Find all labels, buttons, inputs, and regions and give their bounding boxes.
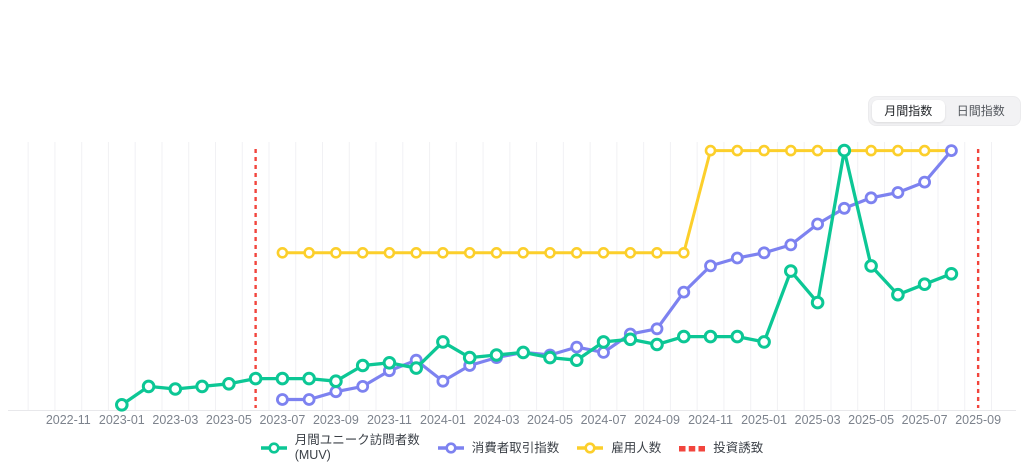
- legend-label-consumer-transaction-index: 消費者取引指数: [471, 440, 560, 455]
- svg-text:2025-09: 2025-09: [955, 413, 1001, 427]
- svg-text:2024-07: 2024-07: [581, 413, 627, 427]
- chart-canvas: 2022-11 2023-01 2023-03 2023-05 2023-07 2023-…: [8, 142, 1016, 427]
- legend-item-employees[interactable]: 雇用人数: [577, 441, 661, 456]
- series-1: [275, 144, 958, 406]
- legend-item-muv[interactable]: 月間ユニーク訪問者数 (MUV): [260, 433, 420, 463]
- series-0: [115, 143, 959, 412]
- svg-text:2023-09: 2023-09: [313, 413, 359, 427]
- svg-text:2023-01: 2023-01: [99, 413, 145, 427]
- muv-line-marker-icon: [260, 442, 287, 454]
- svg-text:2025-01: 2025-01: [741, 413, 787, 427]
- svg-text:2024-05: 2024-05: [527, 413, 573, 427]
- svg-text:2023-05: 2023-05: [206, 413, 252, 427]
- index-period-toggle: 月間指数 日間指数: [868, 96, 1021, 126]
- svg-text:2023-03: 2023-03: [152, 413, 198, 427]
- svg-text:2025-07: 2025-07: [902, 413, 948, 427]
- svg-text:2024-09: 2024-09: [634, 413, 680, 427]
- employees-line-marker-icon: [577, 442, 604, 454]
- event-lines-investment: [254, 149, 980, 408]
- legend-item-consumer-transaction-index[interactable]: 消費者取引指数: [437, 440, 560, 456]
- svg-text:2024-11: 2024-11: [688, 413, 733, 427]
- svg-text:2023-07: 2023-07: [259, 413, 305, 427]
- svg-text:2022-11: 2022-11: [46, 413, 91, 427]
- toggle-daily-index[interactable]: 日間指数: [945, 100, 1018, 122]
- svg-text:2023-11: 2023-11: [367, 413, 412, 427]
- legend-label-employees: 雇用人数: [611, 440, 662, 455]
- svg-text:2024-03: 2024-03: [474, 413, 520, 427]
- toggle-monthly-index[interactable]: 月間指数: [872, 100, 945, 122]
- consumer-line-marker-icon: [437, 442, 464, 454]
- svg-text:2025-05: 2025-05: [848, 413, 894, 427]
- svg-text:2025-03: 2025-03: [795, 413, 841, 427]
- investment-dashed-icon: [679, 445, 706, 451]
- legend-label-investment: 投資誘致: [713, 440, 764, 455]
- chart-legend: 月間ユニーク訪問者数 (MUV) 消費者取引指数 雇用人数 投資: [0, 430, 1024, 466]
- legend-item-investment[interactable]: 投資誘致: [679, 441, 763, 456]
- gridlines: [27, 142, 993, 410]
- x-axis-tick-labels: 2022-11 2023-01 2023-03 2023-05 2023-07 2023-…: [46, 413, 1001, 427]
- legend-label-muv: 月間ユニーク訪問者数 (MUV): [294, 433, 420, 462]
- svg-text:2024-01: 2024-01: [420, 413, 466, 427]
